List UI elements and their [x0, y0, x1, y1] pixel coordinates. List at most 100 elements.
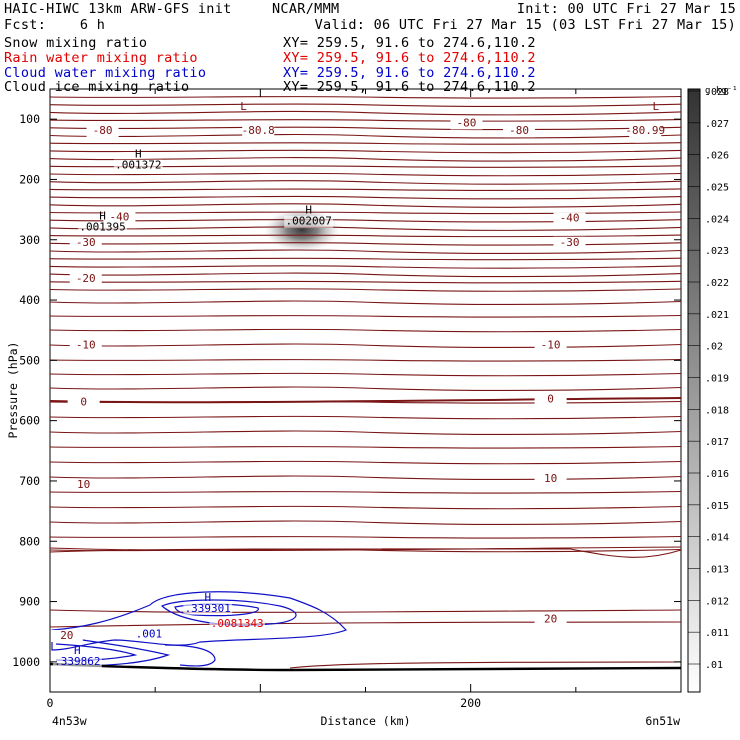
extremum-value: .0081343 — [211, 617, 264, 630]
colorbar-label: .024 — [705, 214, 729, 225]
cloud-water-surface-contour — [164, 644, 216, 667]
isotherm-line — [49, 226, 682, 232]
extremum-value-bg — [113, 159, 163, 172]
extremum-value-bg — [209, 617, 265, 630]
x-tick-label: 200 — [460, 696, 481, 710]
contour-label-bg — [450, 117, 483, 130]
valid-time: Valid: 06 UTC Fri 27 Mar 15 (03 LST Fri … — [314, 17, 736, 33]
contour-label-bg — [629, 125, 662, 138]
extremum-mark: H — [99, 210, 106, 223]
isotherm-line — [49, 142, 682, 145]
extremum-value: .002007 — [286, 215, 332, 228]
x-start-location: 4n53w — [52, 714, 87, 728]
model-title: HAIC-HIWC 13km ARW-GFS init — [4, 1, 232, 17]
x-end-location: 6n51w — [645, 714, 680, 728]
extremum-value-bg — [284, 215, 334, 228]
field-xy-cloud-water: XY= 259.5, 91.6 to 274.6,110.2 — [283, 65, 536, 81]
field-xy-cloud-ice: XY= 259.5, 91.6 to 274.6,110.2 — [283, 79, 536, 95]
zero-degree-isotherm — [49, 397, 682, 404]
forecast-hour: Fcst: 6 h — [4, 17, 106, 33]
extremum-value-bg — [183, 602, 233, 615]
isotherm-line — [49, 95, 682, 99]
field-label-rain: Rain water mixing ratio — [4, 50, 198, 66]
isotherm-line — [49, 103, 682, 108]
extremum-mark: H — [204, 591, 211, 604]
extremum-value: .001372 — [115, 159, 161, 172]
contour-label: -40 — [109, 210, 129, 223]
isotherm-line — [49, 126, 682, 131]
isotherm-line — [49, 195, 682, 200]
colorbar-label: .015 — [705, 501, 729, 512]
field-label-cloud-ice: Cloud ice mixing ratio — [4, 79, 190, 95]
contour-label: -80.99 — [625, 124, 665, 137]
colorbar-unit: g kg⁻¹ — [705, 86, 738, 96]
surface-line — [49, 662, 682, 672]
isotherm-line — [49, 257, 682, 261]
y-tick-label: 400 — [19, 293, 40, 307]
plot-frame — [49, 88, 682, 693]
extremum-value-bg — [52, 655, 102, 668]
isotherm-line — [49, 272, 682, 278]
contour-label: -80 — [509, 124, 529, 137]
isotherm-line — [49, 460, 682, 465]
isotherm-line — [49, 218, 682, 223]
x-axis-title: Distance (km) — [320, 714, 410, 728]
isotherm-line — [49, 288, 682, 292]
colorbar-label: .013 — [705, 565, 729, 576]
y-tick-label: 700 — [19, 474, 40, 488]
contour-label-bg — [553, 212, 586, 225]
isotherm-line — [49, 110, 682, 116]
y-tick-label: 500 — [19, 353, 40, 367]
colorbar-label: .027 — [705, 119, 729, 130]
colorbar-label: .019 — [705, 374, 729, 385]
contour-label-bg — [553, 236, 586, 249]
y-tick-label: 200 — [19, 172, 40, 186]
field-xy-rain: XY= 259.5, 91.6 to 274.6,110.2 — [283, 50, 536, 66]
contour-label: -80 — [93, 124, 113, 137]
cloud-water-upper-contour — [160, 599, 297, 626]
colorbar — [687, 88, 701, 693]
colorbar-label: .028 — [705, 87, 729, 98]
extremum-mark: H — [305, 204, 312, 217]
contour-label-bg — [534, 473, 567, 486]
colorbar-label: .023 — [705, 246, 729, 257]
contour-label-bg — [503, 125, 536, 138]
isotherm-line — [49, 358, 682, 362]
colorbar-label: .01 — [705, 660, 723, 671]
isotherm-line — [49, 172, 682, 177]
contour-label: -10 — [541, 338, 561, 351]
contour-label: 10 — [77, 478, 90, 491]
y-axis-title: Pressure (hPa) — [6, 342, 20, 439]
isotherm-line — [49, 609, 682, 613]
colorbar-label: .022 — [705, 278, 729, 289]
contour-label: 0 — [547, 393, 554, 406]
colorbar-label: .014 — [705, 533, 729, 544]
isotherm-line — [49, 520, 682, 526]
isotherm-line — [49, 490, 682, 494]
extremum-value: .001395 — [79, 221, 125, 234]
isotherm-line — [49, 314, 682, 318]
isotherm-line — [49, 343, 682, 349]
isotherm-line — [49, 372, 682, 377]
contour-label: 0 — [80, 396, 87, 409]
isotherm-line — [49, 535, 682, 539]
y-tick-label: 1000 — [12, 655, 40, 669]
contour-label-bg — [534, 613, 567, 626]
init-time: Init: 00 UTC Fri 27 Mar 15 — [516, 1, 736, 17]
isotherm-line — [49, 546, 682, 558]
isotherm-line — [49, 475, 682, 481]
y-tick-label: 800 — [19, 534, 40, 548]
extremum-mark: L — [652, 100, 659, 113]
extremum-mark: L — [240, 100, 247, 113]
extremum-value: .339301 — [185, 602, 231, 615]
isotherm-line — [49, 415, 682, 420]
contour-label: -10 — [76, 338, 96, 351]
isotherm-line — [49, 234, 682, 238]
isotherm-line — [49, 133, 682, 139]
near-surface-isotherm — [289, 661, 682, 669]
colorbar-label: .017 — [705, 437, 729, 448]
contour-label: -30 — [560, 236, 580, 249]
isotherm-line — [49, 445, 682, 449]
contour-label-bg — [534, 393, 567, 406]
isotherm-line — [49, 430, 682, 436]
